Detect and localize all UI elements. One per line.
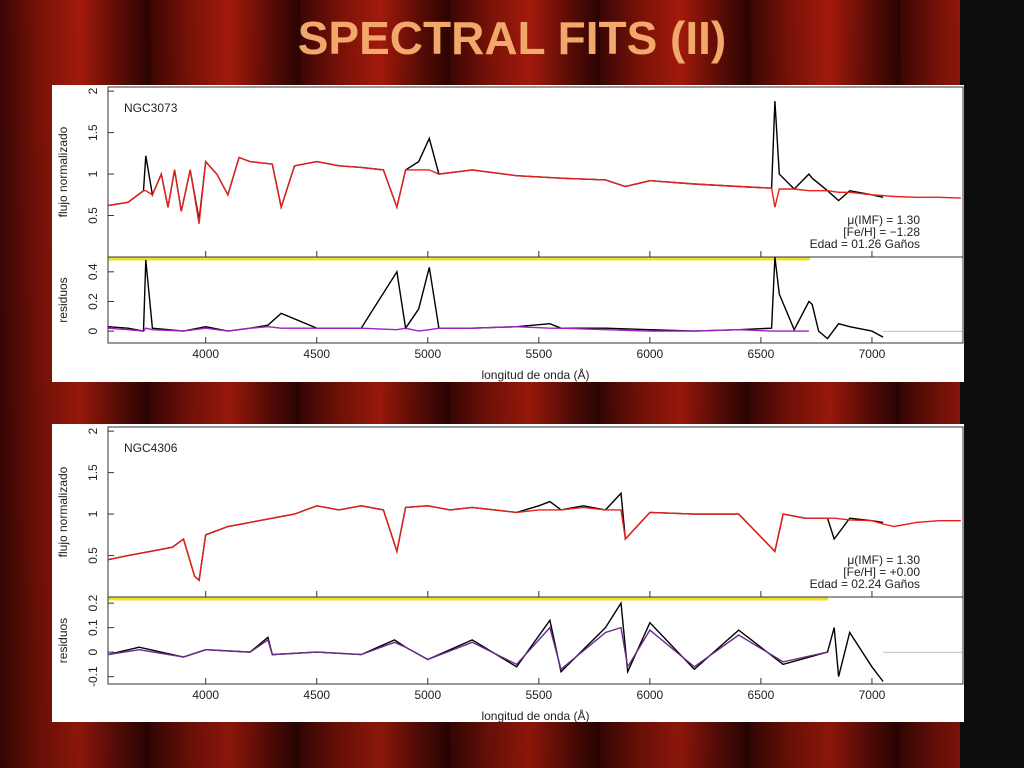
spectrum-line: [107, 325, 809, 332]
y-tick-label: 1.5: [86, 124, 100, 141]
figure-panel: [52, 424, 964, 722]
x-tick-label: 6000: [637, 347, 664, 361]
slide-title: SPECTRAL FITS (II): [298, 12, 727, 64]
x-tick-label: 6000: [637, 688, 664, 702]
spectrum-line: [107, 156, 961, 224]
y-tick-label: -0.1: [86, 666, 100, 687]
x-tick-label: 7000: [859, 688, 886, 702]
y-tick-label: 0: [86, 648, 100, 655]
fit-parameter: [Fe/H] = +0.00: [843, 565, 920, 579]
plot-frame: [107, 256, 964, 344]
spectrum-line: [107, 601, 884, 682]
y-axis-label: flujo normalizado: [56, 466, 70, 557]
y-tick-label: 0.2: [86, 594, 100, 611]
plot-frame: [107, 596, 964, 685]
x-tick-label: 4500: [303, 347, 330, 361]
x-tick-label: 5000: [414, 688, 441, 702]
y-tick-label: 1: [86, 170, 100, 177]
fit-parameter: μ(IMF) = 1.30: [847, 553, 920, 567]
x-tick-label: 6500: [748, 347, 775, 361]
panel-title: NGC3073: [124, 101, 178, 115]
y-tick-label: 2: [86, 87, 100, 94]
x-tick-label: 5500: [525, 347, 552, 361]
x-tick-label: 5000: [414, 347, 441, 361]
panel-title: NGC4306: [124, 441, 178, 455]
y-tick-label: 0: [86, 327, 100, 334]
y-tick-label: 1: [86, 510, 100, 517]
y-tick-label: 0.5: [86, 547, 100, 564]
y-tick-label: 0.2: [86, 293, 100, 310]
x-tick-label: 4000: [192, 347, 219, 361]
curtain-edge: [960, 0, 1024, 768]
y-tick-label: 0.4: [86, 263, 100, 280]
y-tick-label: 0.5: [86, 207, 100, 224]
fit-parameter: Edad = 02.24 Gaños: [810, 577, 920, 591]
fit-parameter: μ(IMF) = 1.30: [847, 213, 920, 227]
x-tick-label: 4500: [303, 688, 330, 702]
y-tick-label: 0.1: [86, 619, 100, 636]
x-axis-label: longitud de onda (Å): [481, 367, 589, 382]
x-tick-label: 6500: [748, 688, 775, 702]
spectrum-line: [107, 626, 828, 671]
figure-panel: [52, 85, 964, 382]
y-axis-label: flujo normalizado: [56, 126, 70, 217]
x-axis-label: longitud de onda (Å): [481, 708, 589, 723]
x-tick-label: 5500: [525, 688, 552, 702]
fit-parameter: Edad = 01.26 Gaños: [810, 237, 920, 251]
y-tick-label: 2: [86, 427, 100, 434]
x-tick-label: 4000: [192, 688, 219, 702]
x-tick-label: 7000: [859, 347, 886, 361]
y-axis-label: residuos: [56, 618, 70, 663]
y-axis-label: residuos: [56, 277, 70, 322]
spectrum-line: [107, 505, 961, 582]
y-tick-label: 1.5: [86, 464, 100, 481]
fit-parameter: [Fe/H] = −1.28: [843, 225, 920, 239]
